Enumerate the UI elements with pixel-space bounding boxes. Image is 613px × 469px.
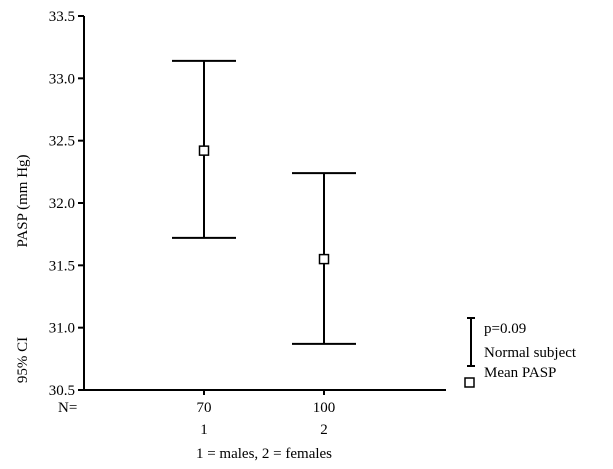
y-ticks: 30.5 31.0 31.5 32.0 32.5 33.0 33.5 [49,9,84,399]
y-tick-label: 30.5 [49,383,75,399]
n-value-label: 70 [197,400,212,416]
legend-marker-icon [464,377,475,388]
y-tick-label: 32.0 [49,196,75,212]
axes [83,16,446,391]
n-value-label: 100 [313,400,336,416]
mean-marker [318,253,330,265]
x-category-label: 2 [320,422,328,438]
legend: p=0.09 Normal subject Mean PASP [464,317,577,388]
error-bars [172,59,356,345]
y-tick-label: 33.0 [49,71,75,87]
x-axis-label: 1 = males, 2 = females [196,446,332,462]
y-tick-label: 32.5 [49,134,75,150]
x-category-label: 1 [200,422,208,438]
legend-marker-label: Mean PASP [484,365,556,381]
y-tick-label: 33.5 [49,9,75,25]
y-tick-label: 31.5 [49,258,75,274]
y-axis-secondary-label: 95% CI [15,337,31,383]
legend-bar-label: Normal subject [484,345,577,361]
y-axis-label: PASP (mm Hg) [15,154,31,247]
x-labels: 70 1 100 2 [197,390,336,438]
mean-marker [198,145,210,156]
n-label: N= [58,400,77,416]
mean-markers [198,145,330,265]
legend-p-value: p=0.09 [484,321,526,337]
y-tick-label: 31.0 [49,321,75,337]
